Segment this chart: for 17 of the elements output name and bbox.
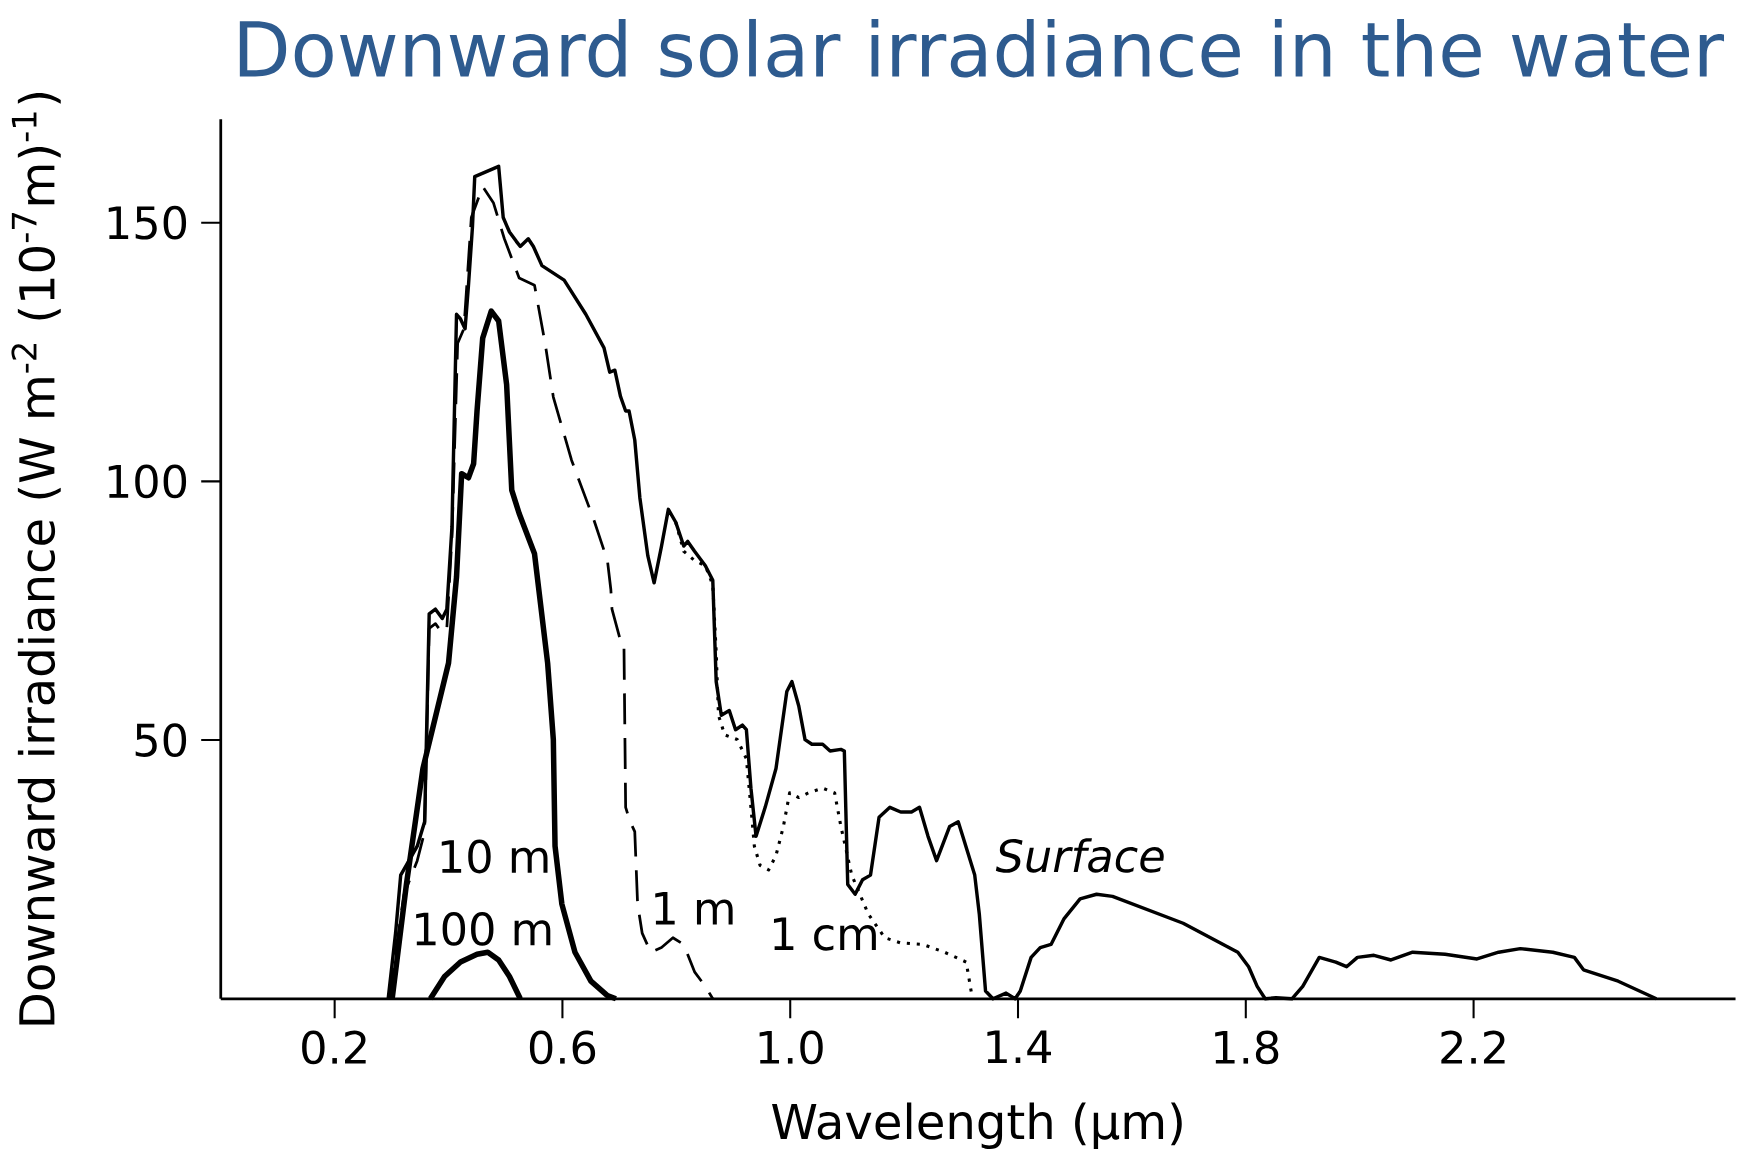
x-axis-title: Wavelength (µm) xyxy=(772,1102,1182,1149)
chart-title: Downward solar irradiance in the water xyxy=(239,18,1725,78)
y-axis-title: Downward irradiance (W m$^{-2}$ (10$^{-7}$m)$^{-1}$) xyxy=(11,92,61,1025)
series-label: 1 m xyxy=(655,891,733,925)
y-tick-label: 50 xyxy=(135,722,187,757)
x-tick-label: 1.8 xyxy=(1215,1030,1279,1065)
series-label: Surface xyxy=(995,837,1164,873)
x-tick-label: 0.6 xyxy=(529,1030,596,1065)
series-label: 1 cm xyxy=(773,917,876,951)
y-tick-label: 150 xyxy=(108,205,187,240)
series-label: 100 m xyxy=(416,911,551,946)
series-label: 10 m xyxy=(441,839,548,874)
x-tick-label: 0.2 xyxy=(302,1030,366,1065)
x-tick-label: 2.2 xyxy=(1441,1030,1505,1064)
x-tick-label: 1.0 xyxy=(759,1030,823,1065)
y-tick-label: 100 xyxy=(108,464,187,499)
x-tick-label: 1.4 xyxy=(987,1030,1052,1063)
